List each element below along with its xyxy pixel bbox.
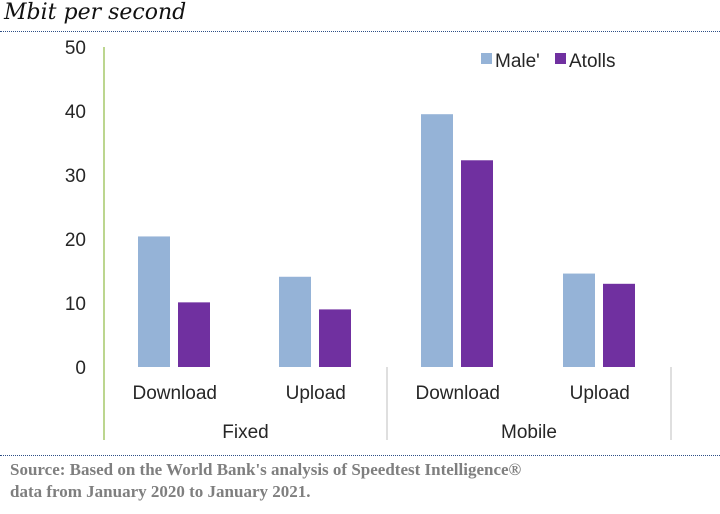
legend-label-male: Male' (495, 51, 540, 72)
y-unit-title: Mbit per second (4, 0, 187, 25)
bar-male (138, 236, 170, 367)
legend-swatch-male (481, 53, 492, 64)
y-tick-label: 50 (65, 38, 86, 59)
legend-swatch-atolls (555, 53, 566, 64)
bar-male (279, 276, 311, 367)
y-tick-label: 0 (75, 358, 86, 379)
bar-male (421, 114, 453, 367)
bar-atolls (603, 283, 635, 367)
source-line-1: Source: Based on the World Bank's analys… (10, 460, 522, 479)
x-category-label: Download (416, 383, 501, 404)
bar-chart: 0 10 20 30 40 50 Download Upload Download Upload F… (65, 38, 672, 443)
bar-atolls (319, 309, 351, 367)
x-group-label: Fixed (222, 422, 268, 443)
y-tick-label: 20 (65, 230, 86, 251)
top-divider (0, 31, 720, 32)
bar-atolls (461, 160, 493, 367)
y-tick-label: 30 (65, 166, 86, 187)
x-category-label: Upload (570, 383, 630, 404)
source-note: Source: Based on the World Bank's analys… (10, 459, 710, 503)
x-category-label: Upload (286, 383, 346, 404)
bar-atolls (178, 302, 210, 367)
source-line-2: data from January 2020 to January 2021. (10, 482, 311, 501)
bottom-divider (0, 455, 720, 456)
legend-label-atolls: Atolls (569, 51, 615, 72)
y-tick-label: 40 (65, 102, 86, 123)
y-tick-label: 10 (65, 294, 86, 315)
x-group-label: Mobile (501, 422, 557, 443)
bar-male (563, 273, 595, 367)
x-category-label: Download (133, 383, 218, 404)
